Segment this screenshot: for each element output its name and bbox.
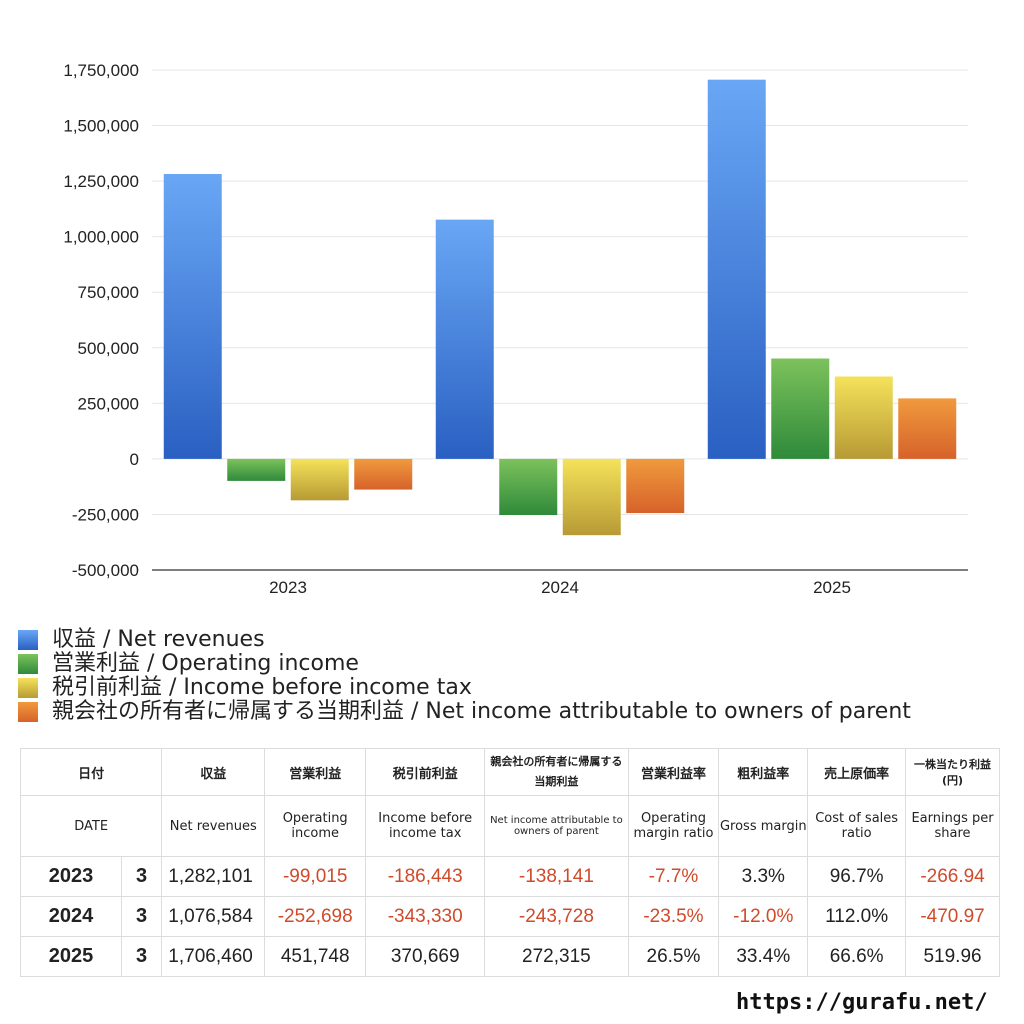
x-tick-label: 2023 bbox=[269, 578, 307, 597]
bar-2024-series-1 bbox=[499, 458, 558, 516]
legend-label-net-revenues: 収益 / Net revenues bbox=[52, 627, 265, 652]
header-cost-ratio-jp: 売上原価率 bbox=[807, 748, 907, 796]
cell-net-income-parent: 272,315 bbox=[484, 936, 629, 977]
header-date-jp: 日付 bbox=[19, 748, 163, 796]
cell-month: 3 bbox=[120, 936, 163, 977]
cell-net-income-parent: -138,141 bbox=[484, 856, 629, 897]
bar-chart: -500,000 -250,000 0 250,000 500,000 750,000 1,… bbox=[63, 61, 968, 597]
header-net-income-parent-jp: 親会社の所有者に帰属する当期利益 bbox=[484, 748, 629, 796]
header-net-revenues-en: Net revenues bbox=[161, 795, 266, 857]
table-header-en: DATE Net revenues Operating income Incom… bbox=[19, 795, 1000, 857]
cell-operating-income: -99,015 bbox=[264, 856, 367, 897]
cell-eps: 519.96 bbox=[905, 936, 1000, 977]
header-eps-jp: 一株当たり利益(円) bbox=[905, 748, 1000, 796]
bar-2024-series-3 bbox=[626, 458, 685, 514]
legend-item-net-revenues: 収益 / Net revenues bbox=[18, 628, 911, 652]
bar-2023-series-2 bbox=[290, 458, 349, 501]
cell-net-income-parent: -243,728 bbox=[484, 896, 629, 937]
cell-operating-income: -252,698 bbox=[264, 896, 367, 937]
bar-2025-series-0 bbox=[707, 79, 766, 459]
header-operating-income-en: Operating income bbox=[264, 795, 367, 857]
cell-operating-margin: -7.7% bbox=[627, 856, 720, 897]
header-net-income-parent-en: Net income attributable to owners of par… bbox=[484, 795, 629, 857]
cell-gross-margin: 33.4% bbox=[718, 936, 809, 977]
y-tick-label: 1,750,000 bbox=[63, 61, 139, 80]
header-income-before-tax-jp: 税引前利益 bbox=[365, 748, 486, 796]
bar-2023-series-3 bbox=[354, 458, 413, 490]
header-gross-margin-jp: 粗利益率 bbox=[718, 748, 809, 796]
financial-table: 日付 収益 営業利益 税引前利益 親会社の所有者に帰属する当期利益 営業利益率 … bbox=[19, 748, 1000, 977]
bar-2023-series-1 bbox=[227, 458, 286, 481]
table-row-2023: 2023 3 1,282,101 -99,015 -186,443 -138,1… bbox=[20, 856, 1000, 897]
y-tick-label: 0 bbox=[130, 450, 139, 469]
legend-label-operating-income: 営業利益 / Operating income bbox=[52, 651, 359, 676]
y-tick-label: 500,000 bbox=[78, 339, 139, 358]
cell-year: 2024 bbox=[20, 896, 122, 937]
legend-swatch-net-income-parent bbox=[18, 702, 38, 722]
header-income-before-tax-en: Income before income tax bbox=[365, 795, 486, 857]
cell-month: 3 bbox=[120, 856, 163, 897]
table-row-2024: 2024 3 1,076,584 -252,698 -343,330 -243,… bbox=[20, 896, 1000, 937]
cell-cost-ratio: 66.6% bbox=[807, 936, 907, 977]
cell-year: 2025 bbox=[20, 936, 122, 977]
cell-net-revenues: 1,282,101 bbox=[161, 856, 266, 897]
header-operating-margin-jp: 営業利益率 bbox=[627, 748, 720, 796]
bar-2023-series-0 bbox=[163, 173, 222, 459]
legend-item-operating-income: 営業利益 / Operating income bbox=[18, 652, 911, 676]
cell-cost-ratio: 96.7% bbox=[807, 856, 907, 897]
cell-income-before-tax: -343,330 bbox=[365, 896, 486, 937]
header-date-en: DATE bbox=[19, 795, 163, 857]
y-tick-label: -500,000 bbox=[72, 561, 139, 580]
bar-2025-series-3 bbox=[898, 398, 957, 459]
legend-item-income-before-tax: 税引前利益 / Income before income tax bbox=[18, 676, 911, 700]
legend-item-net-income-parent: 親会社の所有者に帰属する当期利益 / Net income attributab… bbox=[18, 700, 911, 724]
y-tick-label: 750,000 bbox=[78, 283, 139, 302]
cell-gross-margin: 3.3% bbox=[718, 856, 809, 897]
cell-income-before-tax: 370,669 bbox=[365, 936, 486, 977]
legend-label-net-income-parent: 親会社の所有者に帰属する当期利益 / Net income attributab… bbox=[52, 699, 911, 724]
legend-swatch-net-revenues bbox=[18, 630, 38, 650]
table-header-jp: 日付 収益 営業利益 税引前利益 親会社の所有者に帰属する当期利益 営業利益率 … bbox=[19, 748, 1000, 796]
cell-operating-income: 451,748 bbox=[264, 936, 367, 977]
bar-2025-series-2 bbox=[834, 376, 893, 459]
bar-2024-series-0 bbox=[435, 219, 494, 459]
source-url[interactable]: https://gurafu.net/ bbox=[736, 990, 988, 1015]
cell-gross-margin: -12.0% bbox=[718, 896, 809, 937]
header-cost-ratio-en: Cost of sales ratio bbox=[807, 795, 907, 857]
cell-net-revenues: 1,076,584 bbox=[161, 896, 266, 937]
header-eps-en: Earnings per share bbox=[905, 795, 1000, 857]
chart-legend: 収益 / Net revenues 営業利益 / Operating incom… bbox=[18, 628, 911, 724]
cell-operating-margin: -23.5% bbox=[627, 896, 720, 937]
bar-2025-series-1 bbox=[771, 358, 830, 459]
cell-eps: -470.97 bbox=[905, 896, 1000, 937]
y-tick-label: -250,000 bbox=[72, 505, 139, 524]
legend-label-income-before-tax: 税引前利益 / Income before income tax bbox=[52, 675, 472, 700]
y-tick-label: 1,000,000 bbox=[63, 228, 139, 247]
x-tick-label: 2024 bbox=[541, 578, 579, 597]
y-tick-label: 1,500,000 bbox=[63, 117, 139, 136]
x-tick-label: 2025 bbox=[813, 578, 851, 597]
header-net-revenues-jp: 収益 bbox=[161, 748, 266, 796]
cell-income-before-tax: -186,443 bbox=[365, 856, 486, 897]
header-operating-margin-en: Operating margin ratio bbox=[627, 795, 720, 857]
legend-swatch-income-before-tax bbox=[18, 678, 38, 698]
cell-month: 3 bbox=[120, 896, 163, 937]
cell-operating-margin: 26.5% bbox=[627, 936, 720, 977]
table-row-2025: 2025 3 1,706,460 451,748 370,669 272,315… bbox=[20, 936, 1000, 977]
bar-2024-series-2 bbox=[562, 458, 621, 536]
legend-swatch-operating-income bbox=[18, 654, 38, 674]
cell-year: 2023 bbox=[20, 856, 122, 897]
y-tick-label: 250,000 bbox=[78, 394, 139, 413]
header-gross-margin-en: Gross margin bbox=[718, 795, 809, 857]
y-tick-label: 1,250,000 bbox=[63, 172, 139, 191]
cell-eps: -266.94 bbox=[905, 856, 1000, 897]
cell-net-revenues: 1,706,460 bbox=[161, 936, 266, 977]
header-operating-income-jp: 営業利益 bbox=[264, 748, 367, 796]
cell-cost-ratio: 112.0% bbox=[807, 896, 907, 937]
